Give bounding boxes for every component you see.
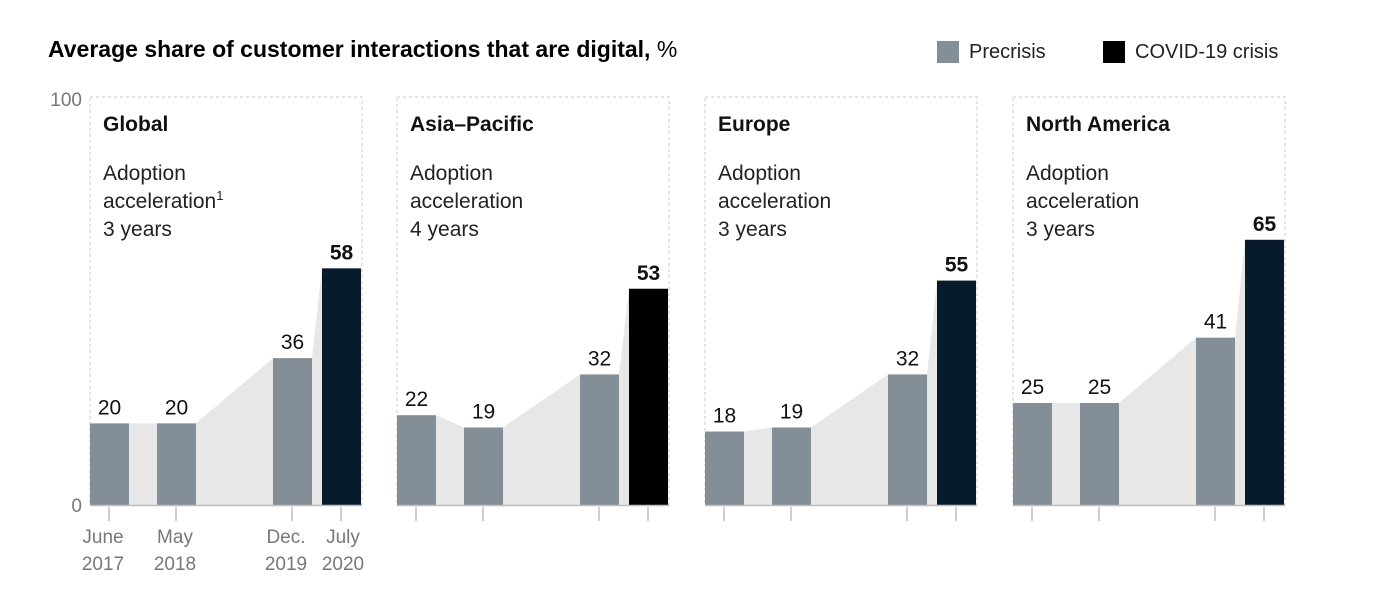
bar [157,423,196,505]
panel-note-line1: Adoption [103,162,186,185]
area-fill [90,268,361,505]
bar [1245,239,1284,506]
y-tick-label: 0 [71,496,82,517]
data-label: 32 [588,347,611,370]
data-label: 22 [405,388,428,411]
panel-note-line3: 4 years [410,218,479,241]
bar [1013,403,1052,505]
bar [397,415,436,505]
panel-note-text: acceleration [1026,190,1139,213]
bar [888,374,927,505]
panel-note-line3: 3 years [1026,218,1095,241]
panel-title: Asia–Pacific [410,113,534,136]
data-label: 32 [896,347,919,370]
legend-swatch [1103,41,1125,63]
x-tick-label: 2017 [82,554,124,575]
panel-note-line2: acceleration1 [103,188,223,213]
bar [1080,403,1119,505]
chart-title-text: Average share of customer interactions t… [48,36,651,62]
bar [90,423,129,505]
panel-note-line2: acceleration [718,190,831,213]
legend-swatch [937,41,959,63]
bar [322,268,361,505]
x-tick-label: Dec. [266,527,305,548]
panel-note-text: acceleration [718,190,831,213]
bar [772,427,811,505]
area-fill [1013,239,1284,506]
data-label: 25 [1021,376,1044,399]
data-label: 36 [281,331,304,354]
bar [705,431,744,505]
data-label: 18 [713,405,736,428]
panel-title: Global [103,113,168,136]
data-label: 53 [637,262,660,285]
x-tick-label: 2019 [265,554,307,575]
x-tick-label: June [82,527,123,548]
data-label: 55 [945,254,969,277]
data-label: 20 [98,396,121,419]
data-label: 58 [330,241,354,264]
panel-note-line3: 3 years [718,218,787,241]
bar [937,280,976,505]
panel-note-line1: Adoption [1026,162,1109,185]
panel-note-line1: Adoption [718,162,801,185]
x-tick-label: May [157,527,193,548]
panel-note-line2: acceleration [410,190,523,213]
legend-label: Precrisis [969,41,1046,63]
panel-note-text: acceleration [103,190,216,213]
panel-note-line1: Adoption [410,162,493,185]
y-tick-label: 100 [50,90,82,111]
legend-label: COVID-19 crisis [1135,41,1279,63]
data-label: 25 [1088,376,1111,399]
data-label: 20 [165,396,188,419]
x-tick-label: 2018 [154,554,196,575]
bar [464,427,503,505]
panel-note-line3: 3 years [103,218,172,241]
bar [273,358,312,505]
chart-title-unit: % [656,36,678,62]
chart-title: Average share of customer interactions t… [48,36,677,63]
bar [629,288,668,505]
x-tick-label: 2020 [322,554,364,575]
area-fill [705,280,976,505]
bar [1196,337,1235,505]
data-label: 41 [1204,311,1227,334]
panel-title: North America [1026,113,1170,136]
footnote-marker: 1 [216,188,223,203]
data-label: 19 [780,400,803,423]
panel-note-line2: acceleration [1026,190,1139,213]
data-label: 65 [1253,213,1277,236]
area-fill [397,288,668,505]
data-label: 19 [472,400,495,423]
bar [580,374,619,505]
panel-note-text: acceleration [410,190,523,213]
x-tick-label: July [326,527,360,548]
panel-title: Europe [718,113,790,136]
